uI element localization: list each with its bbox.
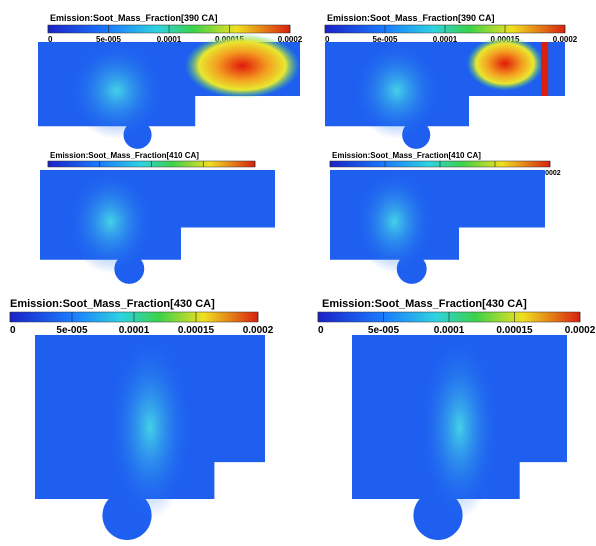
colorbar-tick-label: 5e-005 <box>56 325 88 336</box>
colorbar-tick-label: 0.0002 <box>243 325 274 336</box>
panel-title: Emission:Soot_Mass_Fraction[390 CA] <box>50 13 218 23</box>
hot-band <box>541 42 548 96</box>
contour-panel: Emission:Soot_Mass_Fraction[410 CA]05e-0… <box>40 151 275 284</box>
colorbar-tick-label: 0.00015 <box>496 325 533 336</box>
colorbar-tick-label: 0.0002 <box>565 325 596 336</box>
panel-title: Emission:Soot_Mass_Fraction[390 CA] <box>327 13 495 23</box>
cyan-region <box>109 335 192 520</box>
domain <box>35 335 265 540</box>
panel-title: Emission:Soot_Mass_Fraction[430 CA] <box>322 298 527 310</box>
colorbar-tick-label: 0 <box>318 325 324 336</box>
cyan-region <box>421 335 498 520</box>
hot-region <box>185 33 300 98</box>
colorbar-tick-label: 5e-005 <box>368 325 400 336</box>
domain <box>352 335 567 540</box>
panel-title: Emission:Soot_Mass_Fraction[410 CA] <box>50 151 199 160</box>
contour-panel: Emission:Soot_Mass_Fraction[410 CA]05e-0… <box>330 151 561 284</box>
figure: Emission:Soot_Mass_Fraction[390 CA] 0 5e-0… <box>0 0 596 546</box>
cyan-region <box>69 42 163 139</box>
panel-title: Emission:Soot_Mass_Fraction[430 CA] <box>10 298 215 310</box>
panel-title: Emission:Soot_Mass_Fraction[410 CA] <box>332 151 481 160</box>
domain <box>325 37 565 149</box>
domain <box>330 170 545 284</box>
domain <box>40 170 275 284</box>
hot-region <box>467 37 544 91</box>
colorbar-tick-label: 0.0001 <box>119 325 150 336</box>
contour-panel: Emission:Soot_Mass_Fraction[430 CA] 0 5e-0… <box>318 298 596 540</box>
cyan-region <box>354 42 440 139</box>
colorbar-tick-label: 0.00015 <box>178 325 215 336</box>
contour-panel: Emission:Soot_Mass_Fraction[430 CA] 0 5e-0… <box>10 298 274 540</box>
colorbar-tick-label: 0 <box>10 325 16 336</box>
domain <box>38 33 300 149</box>
cyan-region <box>356 170 433 274</box>
cyan-region <box>68 170 153 274</box>
colorbar-tick-label: 0.0001 <box>434 325 465 336</box>
